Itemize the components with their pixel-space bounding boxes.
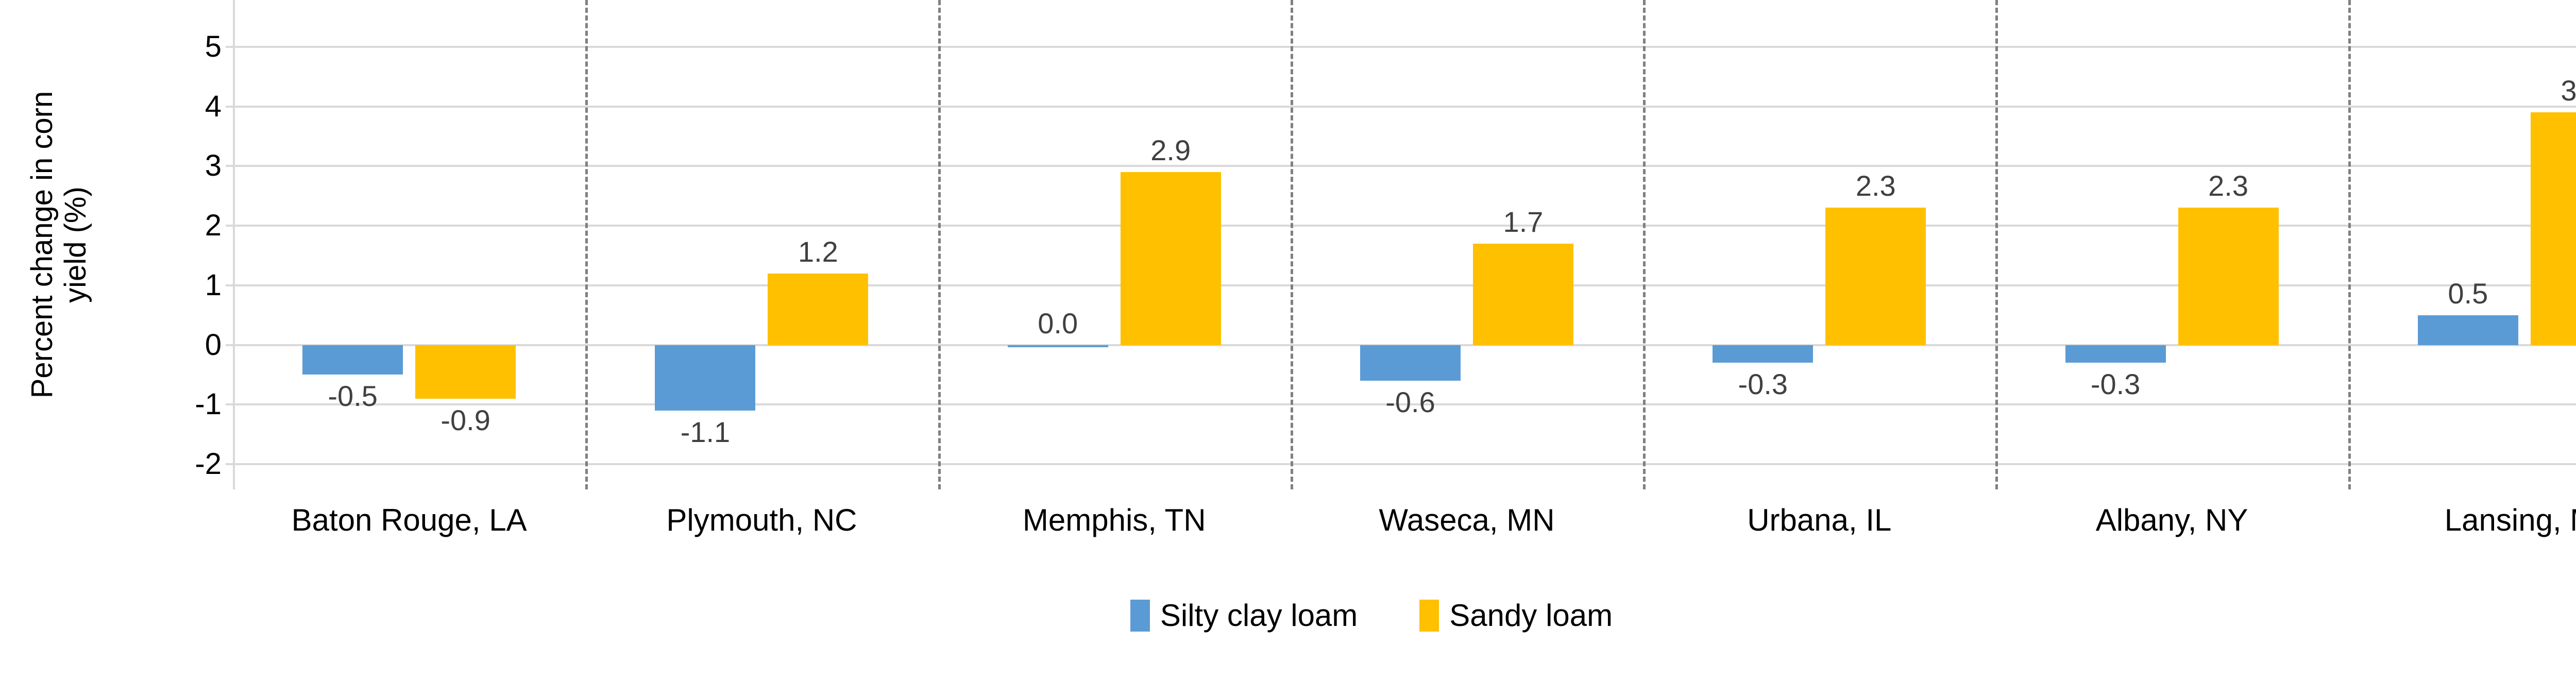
y-axis-tick-mark xyxy=(226,225,233,227)
group-divider xyxy=(2348,0,2351,489)
y-axis-tick-label: 0 xyxy=(205,328,222,362)
bar-data-label: -1.1 xyxy=(680,415,731,448)
bar-data-label: 2.3 xyxy=(2208,169,2248,202)
gridline xyxy=(233,284,2576,286)
legend-entry-silty-clay-loam[interactable]: Silty clay loam xyxy=(1130,600,1358,632)
gridline xyxy=(233,225,2576,227)
y-axis-tick-label: 5 xyxy=(205,30,222,63)
y-axis-tick-mark xyxy=(226,46,233,48)
bar-sandy-loam[interactable] xyxy=(1472,243,1573,345)
y-axis-tick-label: 3 xyxy=(205,149,222,183)
legend-label: Sandy loam xyxy=(1449,598,1613,633)
x-axis-category-label: Baton Rouge, LA xyxy=(291,503,527,537)
group-divider xyxy=(938,0,941,489)
group-divider xyxy=(1643,0,1646,489)
y-axis-tick-label: 2 xyxy=(205,209,222,243)
bar-sandy-loam[interactable] xyxy=(2178,208,2279,345)
bar-sandy-loam[interactable] xyxy=(1825,208,1926,345)
bar-silty-clay-loam[interactable] xyxy=(302,345,403,375)
bar-data-label: -0.3 xyxy=(2090,368,2141,401)
gridline xyxy=(233,403,2576,406)
bar-silty-clay-loam[interactable] xyxy=(2417,315,2518,345)
bar-data-label: 1.2 xyxy=(798,235,838,268)
bar-data-label: 3.9 xyxy=(2561,74,2576,107)
x-axis-category-label: Memphis, TN xyxy=(1022,503,1206,537)
x-axis-category-label: Albany, NY xyxy=(2095,503,2248,537)
y-axis-tick-mark xyxy=(226,403,233,406)
group-divider xyxy=(1995,0,1998,489)
y-axis-tick-label: 1 xyxy=(205,268,222,302)
x-axis-category-label: Plymouth, NC xyxy=(666,503,857,537)
gridline xyxy=(233,165,2576,167)
y-axis-tick-label: -2 xyxy=(195,447,222,481)
legend-swatch-icon xyxy=(1419,600,1439,632)
bar-data-label: 2.3 xyxy=(1855,169,1896,202)
bar-data-label: 1.7 xyxy=(1503,205,1544,238)
gridline xyxy=(233,463,2576,465)
group-divider xyxy=(1290,0,1293,489)
bar-sandy-loam[interactable] xyxy=(415,345,516,399)
chart-legend: Silty clay loam Sandy loam xyxy=(0,587,2576,644)
y-axis-title: Percent change in corn yield (%) xyxy=(25,91,92,399)
legend-swatch-icon xyxy=(1130,600,1150,632)
bar-silty-clay-loam[interactable] xyxy=(1007,345,1108,347)
bar-data-label: -0.6 xyxy=(1385,386,1435,418)
bar-sandy-loam[interactable] xyxy=(2530,112,2576,345)
y-axis-tick-mark xyxy=(226,105,233,108)
bar-silty-clay-loam[interactable] xyxy=(2065,345,2166,363)
gridline xyxy=(233,105,2576,108)
y-axis-tick-mark xyxy=(226,344,233,346)
x-axis-category-label: Urbana, IL xyxy=(1747,503,1892,537)
y-axis-tick-mark xyxy=(226,284,233,286)
bar-data-label: 0.5 xyxy=(2448,277,2488,310)
y-axis-tick-mark xyxy=(226,165,233,167)
plot-area: -0.5 -0.9 -1.1 1.2 0.0 2.9 -0.6 1.7 -0.3 2.3 -0.3 2… xyxy=(226,0,2576,489)
bar-data-label: 0.0 xyxy=(1038,307,1078,339)
x-axis-category-label: Waseca, MN xyxy=(1379,503,1555,537)
y-axis-tick-label: -1 xyxy=(195,387,222,421)
bar-sandy-loam[interactable] xyxy=(768,273,869,345)
bar-silty-clay-loam[interactable] xyxy=(1360,345,1461,381)
bar-data-label: -0.9 xyxy=(440,403,490,436)
bar-silty-clay-loam[interactable] xyxy=(1713,345,1814,363)
legend-label: Silty clay loam xyxy=(1160,598,1358,633)
bar-data-label: -0.5 xyxy=(328,380,378,413)
bar-data-label: -0.3 xyxy=(1738,368,1788,401)
legend-entry-sandy-loam[interactable]: Sandy loam xyxy=(1419,600,1613,632)
x-axis-category-label: Lansing, MI xyxy=(2444,503,2576,537)
y-axis-tick-label: 4 xyxy=(205,89,222,123)
bar-sandy-loam[interactable] xyxy=(1120,172,1221,345)
bar-data-label: 2.9 xyxy=(1150,134,1191,166)
y-axis-tick-mark xyxy=(226,463,233,465)
x-axis-category-labels: Baton Rouge, LA Plymouth, NC Memphis, TN Wa… xyxy=(233,492,2576,549)
group-divider xyxy=(585,0,588,489)
y-axis-tick-labels: 5 4 3 2 1 0 -1 -2 xyxy=(155,0,222,489)
gridline xyxy=(233,46,2576,48)
bar-silty-clay-loam[interactable] xyxy=(655,345,756,411)
y-axis-line xyxy=(233,0,235,489)
